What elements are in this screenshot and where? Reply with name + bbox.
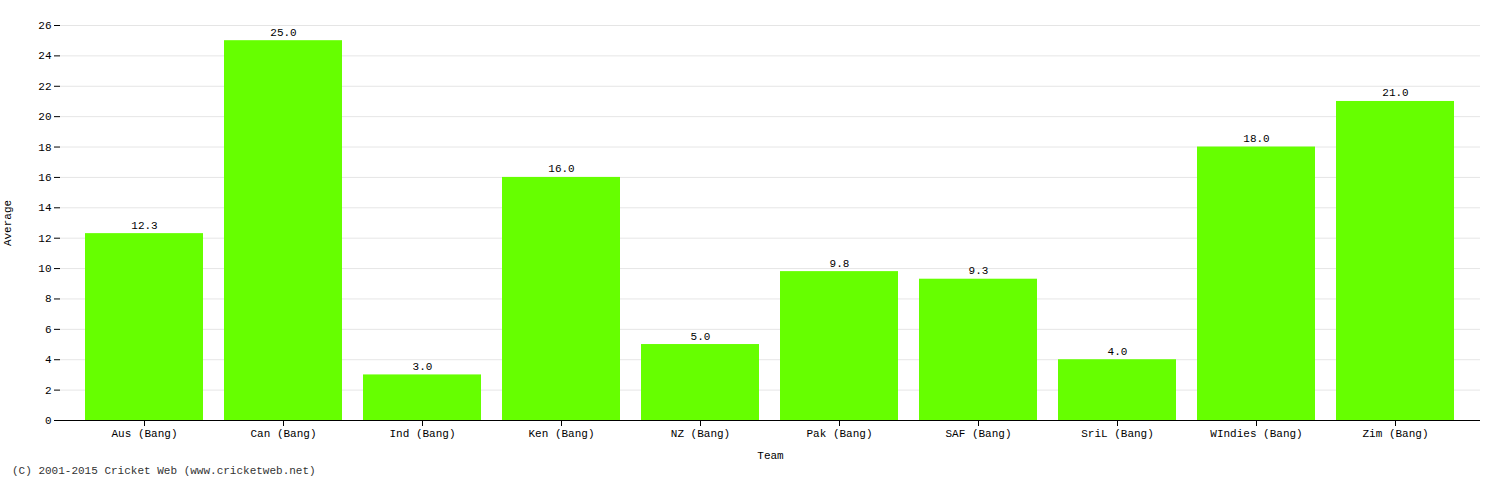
svg-text:16.0: 16.0	[548, 163, 574, 175]
svg-text:0: 0	[45, 415, 52, 427]
svg-text:24: 24	[38, 50, 52, 62]
svg-text:9.8: 9.8	[830, 258, 850, 270]
svg-text:21.0: 21.0	[1382, 87, 1408, 99]
svg-text:Team: Team	[757, 450, 784, 462]
svg-text:4.0: 4.0	[1108, 346, 1128, 358]
svg-text:18: 18	[38, 142, 51, 154]
html-text:(C) 2001-2015 Cricket Web (www: (C) 2001-2015 Cricket Web (www.cricketwe…	[12, 465, 316, 477]
svg-text:26: 26	[38, 20, 51, 32]
svg-text:2: 2	[45, 385, 52, 397]
svg-text:WIndies (Bang): WIndies (Bang)	[1210, 428, 1302, 440]
svg-text:20: 20	[38, 111, 51, 123]
svg-text:25.0: 25.0	[270, 27, 296, 39]
svg-text:Ind (Bang): Ind (Bang)	[389, 428, 455, 440]
svg-text:14: 14	[38, 202, 52, 214]
svg-text:SAF (Bang): SAF (Bang)	[945, 428, 1011, 440]
svg-text:Ken (Bang): Ken (Bang)	[528, 428, 594, 440]
svg-text:12.3: 12.3	[131, 220, 157, 232]
svg-text:Zim (Bang): Zim (Bang)	[1362, 428, 1428, 440]
svg-text:Aus (Bang): Aus (Bang)	[111, 428, 177, 440]
svg-text:12: 12	[38, 233, 51, 245]
svg-text:SriL (Bang): SriL (Bang)	[1081, 428, 1154, 440]
svg-text:22: 22	[38, 81, 51, 93]
svg-text:6: 6	[45, 324, 52, 336]
svg-text:Average: Average	[2, 200, 14, 246]
svg-text:Pak (Bang): Pak (Bang)	[806, 428, 872, 440]
svg-text:16: 16	[38, 172, 51, 184]
svg-text:18.0: 18.0	[1243, 133, 1269, 145]
svg-text:NZ (Bang): NZ (Bang)	[671, 428, 730, 440]
svg-text:9.3: 9.3	[969, 265, 989, 277]
svg-text:5.0: 5.0	[691, 331, 711, 343]
svg-text:Can (Bang): Can (Bang)	[250, 428, 316, 440]
svg-text:4: 4	[45, 354, 52, 366]
svg-text:8: 8	[45, 293, 52, 305]
svg-text:3.0: 3.0	[413, 361, 433, 373]
svg-text:10: 10	[38, 263, 51, 275]
